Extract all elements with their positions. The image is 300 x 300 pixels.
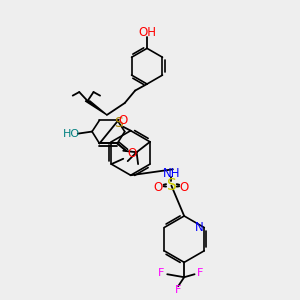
Text: O: O: [154, 181, 163, 194]
Text: HO: HO: [63, 129, 80, 139]
Text: O: O: [127, 147, 136, 160]
Text: F: F: [175, 285, 181, 295]
Text: S: S: [114, 116, 123, 130]
Text: F: F: [158, 268, 164, 278]
Text: F: F: [197, 268, 204, 278]
Text: N: N: [194, 221, 203, 234]
Text: O: O: [180, 181, 189, 194]
Text: S: S: [167, 178, 176, 193]
Text: NH: NH: [163, 167, 180, 180]
Polygon shape: [85, 101, 107, 115]
Text: OH: OH: [138, 26, 156, 39]
Text: O: O: [118, 114, 127, 127]
